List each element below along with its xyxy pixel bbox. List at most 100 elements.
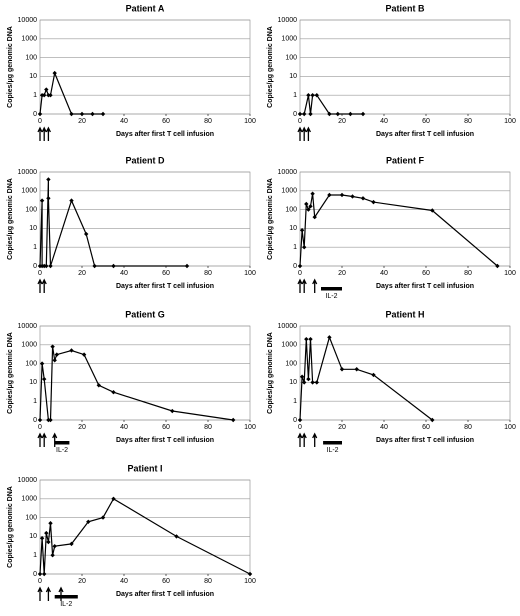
- x-tick-label: 40: [120, 270, 128, 277]
- data-point: [302, 245, 307, 250]
- data-point: [90, 111, 95, 117]
- x-tick-label: 60: [162, 270, 170, 277]
- x-tick-label: 60: [162, 424, 170, 431]
- y-axis-label: Copies/μg genomic DNA: [267, 332, 274, 414]
- infusion-arrow: [305, 126, 311, 141]
- plot-area: [39, 325, 251, 421]
- x-tick-label: 20: [78, 424, 86, 431]
- data-point: [39, 198, 45, 203]
- il2-bar: [321, 287, 342, 291]
- infusion-arrow: [297, 432, 303, 447]
- data-point: [48, 417, 53, 423]
- infusion-arrow: [37, 126, 43, 141]
- data-point: [39, 361, 45, 366]
- data-point: [52, 358, 57, 363]
- y-tick-label: 0: [293, 263, 297, 270]
- infusion-arrow: [45, 126, 51, 141]
- y-tick-label: 100: [25, 54, 37, 61]
- y-tick-label: 1000: [21, 188, 37, 195]
- y-tick-label: 10: [289, 225, 297, 232]
- infusion-arrow: [41, 432, 47, 447]
- x-tick-label: 20: [78, 118, 86, 125]
- y-tick-label: 10000: [18, 169, 38, 176]
- y-tick-label: 10000: [278, 17, 298, 24]
- x-tick-label: 100: [504, 424, 516, 431]
- panel: Patient F 0 1 10 100 1000 10000 0 20 40 60 80 100 Day…: [267, 155, 516, 299]
- data-point: [37, 417, 43, 423]
- y-tick-label: 10000: [278, 169, 298, 176]
- panel: Patient I 0 1 10 100 1000 10000 0 20 40 60 80 100 Day…: [7, 463, 256, 607]
- data-point: [37, 571, 43, 577]
- data-point: [79, 111, 85, 117]
- x-axis-label: Days after first T cell infusion: [116, 437, 214, 444]
- panel-title: Patient B: [385, 3, 425, 13]
- data-point: [44, 263, 49, 269]
- x-axis-label: Days after first T cell infusion: [376, 283, 474, 290]
- x-tick-label: 40: [380, 424, 388, 431]
- data-point: [46, 196, 51, 201]
- data-point: [495, 263, 500, 269]
- x-tick-label: 80: [464, 118, 472, 125]
- il2-label: IL-2: [325, 293, 337, 300]
- data-point: [92, 263, 97, 269]
- data-point: [48, 263, 53, 269]
- x-tick-label: 40: [120, 578, 128, 585]
- x-tick-label: 100: [244, 578, 256, 585]
- data-point: [327, 335, 332, 340]
- y-tick-label: 10: [289, 379, 297, 386]
- data-point: [52, 544, 57, 549]
- y-tick-label: 1000: [21, 36, 37, 43]
- data-point: [42, 376, 47, 382]
- data-point: [371, 372, 376, 378]
- y-tick-label: 10000: [18, 477, 38, 484]
- y-tick-label: 1000: [281, 188, 297, 195]
- infusion-arrow: [312, 432, 318, 447]
- data-point: [335, 111, 340, 117]
- y-axis-label: Copies/μg genomic DNA: [7, 26, 14, 108]
- y-tick-label: 0: [33, 571, 37, 578]
- x-tick-label: 80: [204, 578, 212, 585]
- y-tick-label: 10: [29, 225, 37, 232]
- y-axis-label: Copies/μg genomic DNA: [267, 178, 274, 260]
- data-point: [339, 367, 345, 372]
- infusion-arrow: [37, 432, 43, 447]
- infusion-arrow: [41, 278, 47, 293]
- y-tick-label: 100: [285, 54, 297, 61]
- data-point: [354, 367, 359, 372]
- data-point: [314, 380, 319, 385]
- data-point: [170, 408, 175, 414]
- y-tick-label: 1: [293, 398, 297, 405]
- y-tick-label: 100: [285, 360, 297, 367]
- data-point: [306, 93, 311, 98]
- data-point: [50, 344, 55, 349]
- x-tick-label: 60: [422, 424, 430, 431]
- data-point: [231, 417, 236, 423]
- infusion-arrow: [312, 278, 318, 293]
- y-tick-label: 10: [29, 379, 37, 386]
- y-tick-label: 1: [33, 398, 37, 405]
- data-point: [39, 536, 45, 541]
- panel-title: Patient D: [125, 155, 165, 165]
- x-tick-label: 0: [38, 118, 42, 125]
- data-point: [297, 111, 303, 117]
- data-line: [39, 346, 234, 421]
- x-tick-label: 20: [338, 118, 346, 125]
- infusion-arrow: [58, 586, 64, 601]
- panel: Patient B 0 1 10 100 1000 10000 0 20 40 60 80 100 Day…: [267, 3, 516, 141]
- data-point: [310, 380, 315, 385]
- panel: Patient A 0 1 10 100 1000 10000 0 20 40 60 80 100 Day…: [7, 3, 256, 141]
- data-point: [304, 336, 309, 342]
- x-tick-label: 60: [162, 118, 170, 125]
- data-point: [84, 231, 89, 237]
- y-axis-label: Copies/μg genomic DNA: [7, 178, 14, 260]
- y-tick-label: 10: [289, 73, 297, 80]
- data-point: [306, 376, 311, 382]
- plot-area: [299, 325, 511, 421]
- data-point: [310, 93, 315, 98]
- y-axis-label: Copies/μg genomic DNA: [7, 332, 14, 414]
- data-point: [299, 228, 305, 233]
- data-point: [308, 204, 313, 209]
- x-tick-label: 60: [422, 118, 430, 125]
- y-tick-label: 10000: [18, 323, 38, 330]
- x-tick-label: 0: [298, 424, 302, 431]
